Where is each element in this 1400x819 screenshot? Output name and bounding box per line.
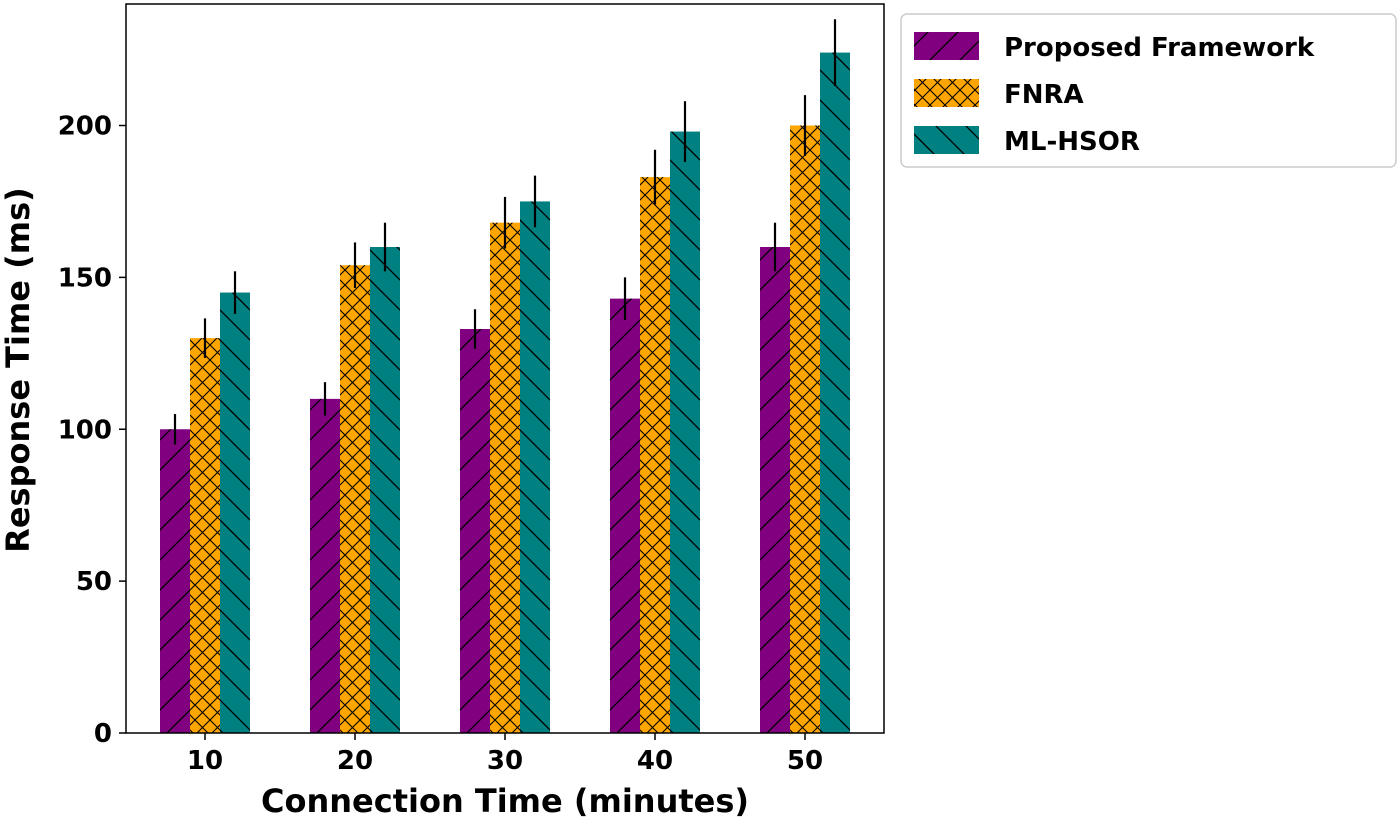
bar-ml-hsor-20 xyxy=(370,247,400,733)
bar-hatch xyxy=(760,247,790,733)
bar-hatch xyxy=(310,398,340,733)
bar-hatch xyxy=(670,131,700,733)
y-tick-label-0: 0 xyxy=(94,719,112,749)
bar-hatch xyxy=(520,201,550,733)
bar-hatch xyxy=(640,177,670,733)
y-tick-label-200: 200 xyxy=(58,112,112,142)
bar-hatch xyxy=(460,329,490,733)
bar-hatch xyxy=(490,222,520,733)
x-axis-label: Connection Time (minutes) xyxy=(261,782,749,819)
bar-proposed-framework-10 xyxy=(160,429,190,733)
legend-swatch-hatch xyxy=(914,126,979,154)
axis-ticks-layer: 10 20 30 40 50 0 50 100 150 200 xyxy=(58,112,823,777)
legend-swatch-hatch xyxy=(914,79,979,107)
x-tick-label-30: 30 xyxy=(487,746,523,776)
bar-ml-hsor-30 xyxy=(520,201,550,733)
bar-fnra-50 xyxy=(790,125,820,733)
legend-label: FNRA xyxy=(1004,80,1084,110)
bar-proposed-framework-30 xyxy=(460,329,490,733)
bar-ml-hsor-10 xyxy=(220,292,250,733)
bar-hatch xyxy=(220,292,250,733)
bars-layer xyxy=(160,52,850,734)
legend-item-fnra: FNRA xyxy=(914,79,1084,110)
legend-frame xyxy=(900,13,1397,168)
x-tick-label-40: 40 xyxy=(637,746,673,776)
x-tick-label-50: 50 xyxy=(787,746,823,776)
y-tick-label-100: 100 xyxy=(58,415,112,445)
y-tick-label-150: 150 xyxy=(58,263,112,293)
bar-fnra-20 xyxy=(340,265,370,733)
bar-ml-hsor-50 xyxy=(820,52,850,734)
bar-hatch xyxy=(190,338,220,733)
bar-fnra-10 xyxy=(190,338,220,733)
x-tick-label-10: 10 xyxy=(187,746,223,776)
legend-label: ML-HSOR xyxy=(1004,127,1140,157)
x-tick-label-20: 20 xyxy=(337,746,373,776)
bar-proposed-framework-40 xyxy=(610,298,640,733)
legend-label: Proposed Framework xyxy=(1004,33,1315,63)
bar-fnra-40 xyxy=(640,177,670,733)
y-axis-label: Response Time (ms) xyxy=(0,187,37,553)
bar-ml-hsor-40 xyxy=(670,131,700,733)
bar-hatch xyxy=(340,265,370,733)
legend-item-proposed-framework: Proposed Framework xyxy=(914,32,1315,63)
bar-hatch xyxy=(790,125,820,733)
bar-proposed-framework-20 xyxy=(310,398,340,733)
bar-hatch xyxy=(160,429,190,733)
error-bars-layer xyxy=(173,19,837,445)
y-tick-label-50: 50 xyxy=(76,567,112,597)
bar-hatch xyxy=(370,247,400,733)
legend-item-ml-hsor: ML-HSOR xyxy=(914,126,1140,157)
bar-fnra-30 xyxy=(490,222,520,733)
bar-proposed-framework-50 xyxy=(760,247,790,733)
bar-hatch xyxy=(610,298,640,733)
legend-swatch-hatch xyxy=(914,32,979,60)
legend: Proposed Framework FNRA ML-HSOR xyxy=(900,13,1397,168)
bar-hatch xyxy=(820,52,850,734)
